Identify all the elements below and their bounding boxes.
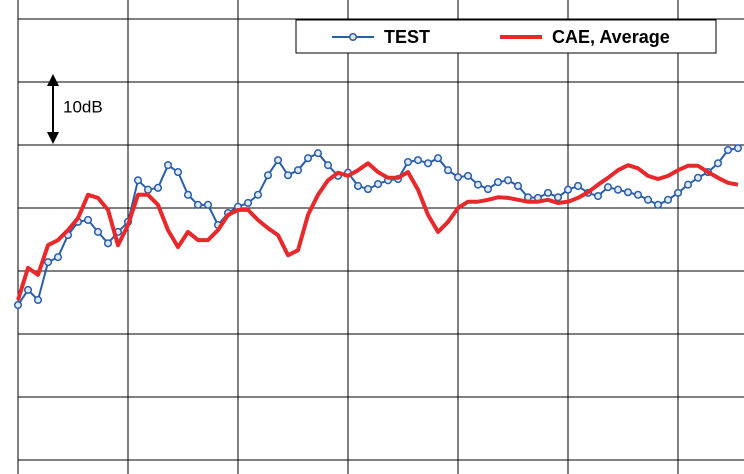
data-point — [253, 190, 263, 199]
data-point — [453, 173, 463, 182]
data-point — [633, 190, 643, 199]
legend-marker — [348, 32, 358, 42]
data-point — [683, 180, 693, 189]
plot — [13, 144, 743, 310]
legend-label: TEST — [384, 27, 430, 47]
data-point — [653, 200, 663, 209]
data-point — [153, 183, 163, 192]
data-point — [43, 258, 53, 267]
data-point — [593, 191, 603, 201]
data-point — [503, 176, 513, 185]
data-point — [373, 180, 383, 189]
data-point — [513, 181, 523, 190]
data-point — [33, 295, 43, 305]
data-point — [433, 154, 443, 163]
grid — [17, 0, 744, 474]
data-point — [693, 173, 703, 182]
data-point — [23, 285, 33, 294]
data-point — [53, 253, 63, 262]
data-point — [203, 200, 213, 209]
data-point — [473, 180, 483, 189]
data-point — [483, 185, 493, 194]
data-point — [673, 188, 683, 197]
data-point — [723, 145, 733, 155]
data-point — [283, 171, 293, 180]
data-point — [143, 185, 153, 194]
data-point — [403, 157, 413, 167]
data-point — [713, 159, 723, 168]
annotation: 10dB — [63, 97, 103, 116]
data-point — [553, 193, 563, 202]
data-point — [563, 185, 573, 194]
data-point — [83, 215, 93, 225]
data-point — [173, 168, 183, 177]
data-point — [273, 156, 283, 165]
data-point — [93, 227, 103, 236]
data-point — [623, 188, 633, 197]
data-point — [243, 198, 253, 208]
data-point — [663, 195, 673, 204]
data-point — [543, 188, 553, 197]
data-point — [363, 185, 373, 194]
legend: TEST CAE, Average — [295, 19, 717, 54]
data-point — [263, 171, 273, 180]
data-point — [413, 156, 423, 165]
data-point — [493, 178, 503, 187]
data-point — [183, 190, 193, 199]
data-point — [103, 239, 113, 248]
series-line — [16, 161, 739, 301]
data-point — [293, 166, 303, 175]
data-point — [573, 181, 583, 190]
data-point — [613, 185, 623, 194]
data-point — [463, 171, 473, 180]
data-point — [163, 161, 173, 170]
data-point — [733, 144, 743, 153]
legend-label: CAE, Average — [552, 27, 670, 47]
data-point — [443, 166, 453, 175]
data-point — [313, 149, 323, 158]
data-point — [353, 181, 363, 190]
data-point — [13, 300, 23, 310]
data-point — [193, 200, 203, 209]
data-point — [643, 195, 653, 204]
data-point — [303, 154, 313, 163]
data-point — [603, 183, 613, 192]
data-point — [423, 159, 433, 168]
data-point — [323, 161, 333, 170]
data-point — [133, 176, 143, 185]
